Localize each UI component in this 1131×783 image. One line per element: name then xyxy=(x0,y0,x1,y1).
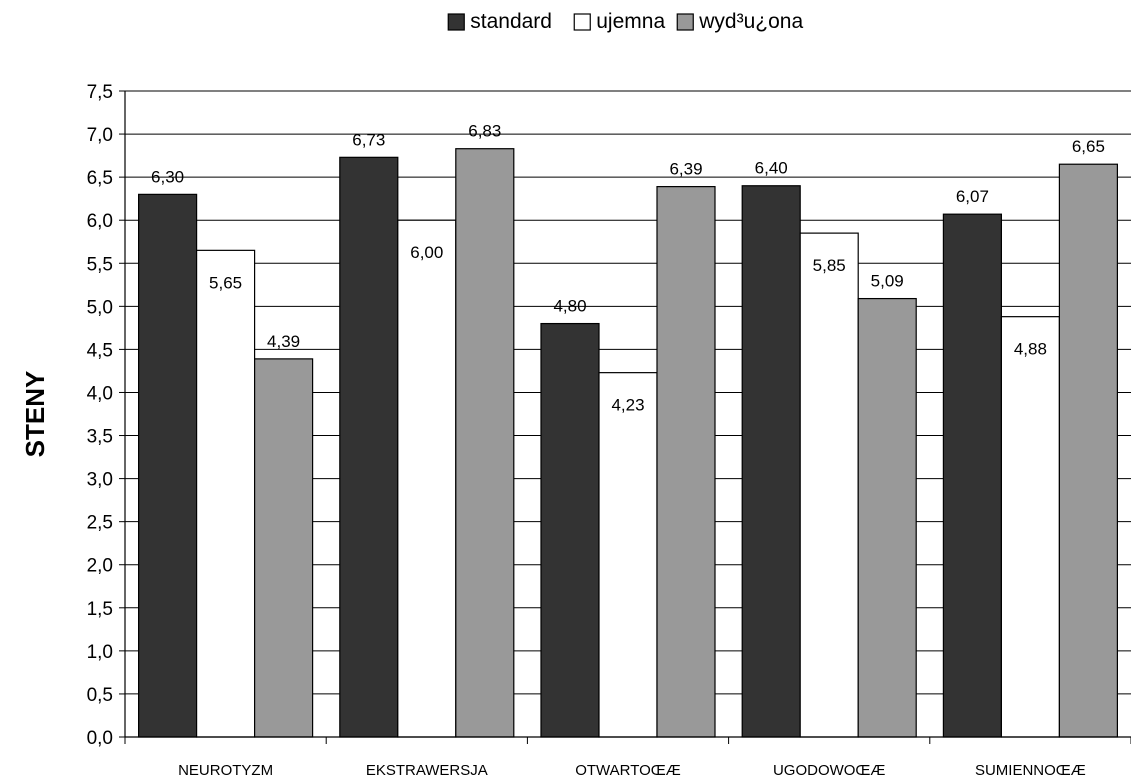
bar-ujemna-4 xyxy=(1000,316,1061,738)
data-label: 4,23 xyxy=(611,396,644,415)
data-label: 5,85 xyxy=(813,256,846,275)
data-label: 5,65 xyxy=(209,273,242,292)
data-labels: 6,30 6,73 4,80 6,40 6,07 5,65 6,00 4,23 5,85 4,88… xyxy=(151,122,1105,415)
data-label: 6,73 xyxy=(352,130,385,149)
x-category-label: SUMIENNOŒÆ xyxy=(975,762,1086,779)
data-label: 6,07 xyxy=(956,187,989,206)
bar-ujemna-3 xyxy=(799,232,859,738)
bars xyxy=(138,148,1119,738)
bar-standard-0 xyxy=(138,193,198,738)
bar-standard-1 xyxy=(339,156,399,738)
data-label: 6,40 xyxy=(755,159,788,178)
y-tick-label: 0,5 xyxy=(87,685,113,706)
x-category-label: EKSTRAWERSJA xyxy=(366,762,488,779)
data-label: 4,39 xyxy=(267,332,300,351)
legend-label: standard xyxy=(470,10,552,33)
bar-standard-2 xyxy=(540,322,600,738)
y-tick-label: 6,5 xyxy=(87,168,113,189)
y-tick-label: 2,5 xyxy=(87,513,113,534)
axes: 0,0 0,5 1,0 1,5 2,0 2,5 3,0 3,5 4,0 4,5 5,0 5,5 6,0 6… xyxy=(87,82,1131,779)
bar-wyduona-3 xyxy=(857,297,917,738)
data-label: 6,39 xyxy=(669,160,702,179)
y-tick-label: 7,0 xyxy=(87,125,113,146)
legend-label: ujemna xyxy=(596,10,665,33)
data-label: 6,83 xyxy=(468,122,501,141)
y-tick-label: 1,5 xyxy=(87,599,113,620)
bar-standard-3 xyxy=(741,185,801,738)
data-label: 6,00 xyxy=(410,243,443,262)
y-tick-label: 2,0 xyxy=(87,556,113,577)
y-tick-label: 5,5 xyxy=(87,254,113,275)
y-axis-title: STENY xyxy=(20,371,50,458)
data-label: 4,80 xyxy=(553,297,586,316)
legend: standard ujemna wyd³u¿ona xyxy=(447,10,803,33)
y-tick-label: 6,0 xyxy=(87,211,113,232)
data-label: 6,30 xyxy=(151,167,184,186)
y-tick-label: 1,0 xyxy=(87,642,113,663)
y-tick-label: 4,0 xyxy=(87,383,113,404)
bar-ujemna-2 xyxy=(598,372,658,738)
y-tick-label: 0,0 xyxy=(87,728,113,749)
legend-swatch xyxy=(676,13,694,31)
y-tick-label: 3,5 xyxy=(87,427,113,448)
y-tick-label: 4,5 xyxy=(87,340,113,361)
legend-swatch xyxy=(447,13,465,31)
bar-wyduona-1 xyxy=(455,148,515,738)
data-label: 4,88 xyxy=(1014,340,1047,359)
data-label: 6,65 xyxy=(1072,137,1105,156)
bar-standard-4 xyxy=(942,213,1003,738)
bar-wyduona-0 xyxy=(254,358,314,738)
x-category-label: NEUROTYZM xyxy=(178,762,273,779)
bar-wyduona-4 xyxy=(1058,163,1119,738)
x-category-label: OTWARTOŒÆ xyxy=(575,762,681,779)
bar-wyduona-2 xyxy=(656,186,716,738)
y-tick-label: 7,5 xyxy=(87,82,113,103)
data-label: 5,09 xyxy=(871,272,904,291)
y-tick-label: 3,0 xyxy=(87,470,113,491)
legend-label: wyd³u¿ona xyxy=(698,10,803,33)
x-category-label: UGODOWOŒÆ xyxy=(773,762,886,779)
bar-ujemna-1 xyxy=(397,219,457,738)
y-tick-label: 5,0 xyxy=(87,297,113,318)
legend-swatch xyxy=(573,13,591,31)
bar-ujemna-0 xyxy=(196,249,256,738)
